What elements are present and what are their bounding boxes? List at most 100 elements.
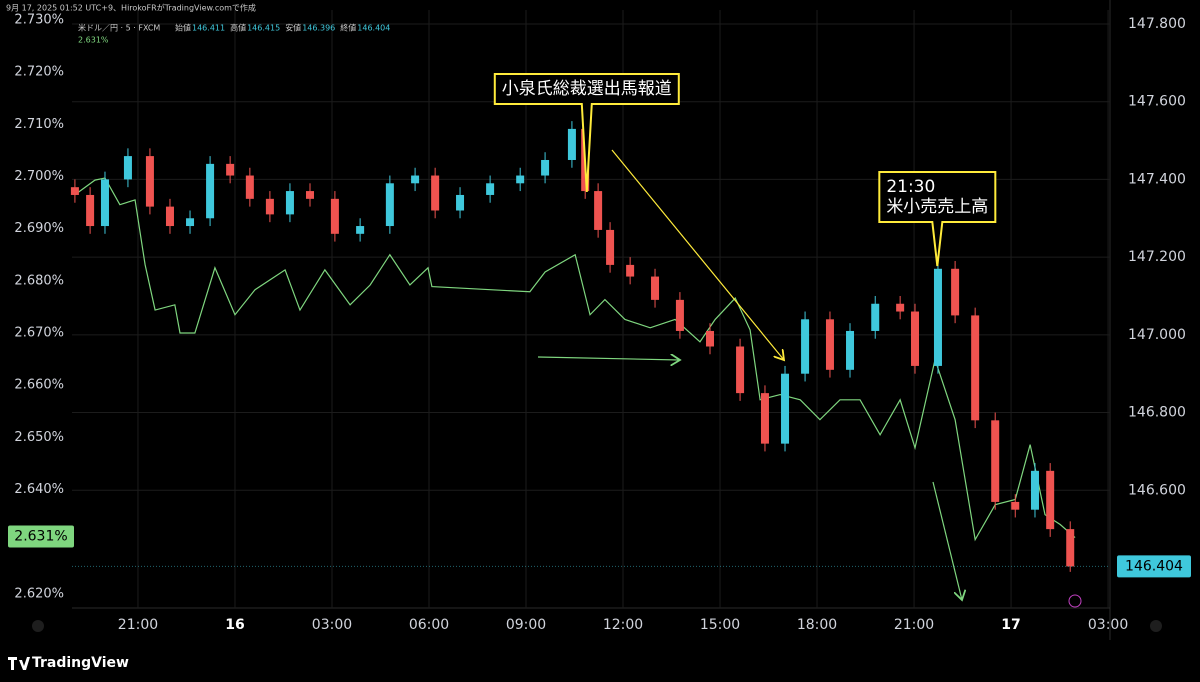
y-tick-label: 2.730%: [14, 12, 64, 27]
ohlc-label: 高値: [230, 23, 246, 33]
callout-text: 米小売売上高: [886, 197, 988, 217]
y2-tick-label: 146.600: [1128, 482, 1186, 498]
candle-body: [123, 156, 132, 180]
candle-body: [330, 198, 339, 234]
x-tick-label: 03:00: [1088, 617, 1128, 633]
button[interactable]: [32, 620, 44, 632]
ohlc-value: 146.411: [192, 24, 225, 33]
candle-body: [606, 229, 615, 265]
candle-body: [951, 268, 960, 316]
ohlc-value: 146.415: [247, 24, 280, 33]
x-tick-label: 21:00: [894, 617, 934, 633]
candle-body: [801, 319, 810, 374]
candle-body: [100, 179, 109, 227]
y-tick-label: 2.680%: [14, 273, 64, 288]
price-tag-label: 146.404: [1125, 558, 1183, 574]
candle-body: [933, 268, 942, 366]
y2-tick-label: 147.600: [1128, 94, 1186, 110]
x-tick-label: 15:00: [700, 617, 740, 633]
arrow: [537, 357, 680, 360]
candle-body: [165, 206, 174, 227]
candle-body: [825, 319, 834, 370]
ohlc-legend: 始値 146.411 高値 146.415 安値 146.396 終値 146.404: [175, 23, 390, 33]
x-tick-label: 16: [225, 617, 244, 633]
ohlc-value: 146.404: [357, 24, 390, 33]
logo: [8, 657, 30, 670]
yield-line: [74, 177, 1076, 542]
ohlc-label: 終値: [340, 23, 356, 33]
x-tick-label: 06:00: [409, 617, 449, 633]
button[interactable]: [1150, 620, 1162, 632]
candle-body: [1011, 501, 1020, 510]
plot: [70, 121, 1076, 572]
candle-body: [265, 198, 274, 215]
line-legend-value: 2.631%: [78, 36, 109, 45]
caption: 9月 17, 2025 01:52 UTC+9、HirokoFRがTrading…: [6, 3, 256, 13]
candle-body: [971, 315, 980, 421]
arrow: [611, 149, 784, 360]
brand: TradingView: [32, 655, 129, 671]
candle-body: [1066, 529, 1075, 567]
candle-body: [456, 194, 465, 211]
y2-tick-label: 146.800: [1128, 405, 1186, 421]
candle-body: [486, 183, 495, 195]
yield-tag: [8, 525, 74, 548]
candle-body: [781, 373, 790, 444]
candle-body: [1030, 470, 1039, 510]
candle-body: [70, 187, 79, 195]
candle-body: [626, 264, 635, 277]
candle-body: [226, 163, 235, 176]
candle-body: [541, 159, 550, 176]
y-tick-label: 2.720%: [14, 65, 64, 80]
callout-text: 21:30: [886, 177, 935, 197]
callout: 小泉氏総裁選出馬報道: [502, 79, 672, 99]
y-tick-label: 2.650%: [14, 430, 64, 445]
y2-tick-label: 147.400: [1128, 171, 1186, 187]
callout-text: 小泉氏総裁選出馬報道: [502, 79, 672, 99]
x-tick-label: 03:00: [312, 617, 352, 633]
candle-body: [385, 183, 394, 227]
y-tick-label: 2.660%: [14, 378, 64, 393]
candle-body: [411, 175, 420, 184]
x-tick-label: 17: [1001, 617, 1020, 633]
y2-tick-label: 147.200: [1128, 249, 1186, 265]
x-tick-label: 18:00: [797, 617, 837, 633]
candle-body: [705, 330, 714, 347]
candle-body: [911, 311, 920, 366]
yield-tag-label: 2.631%: [14, 529, 67, 545]
candle-body: [991, 420, 1000, 502]
candle-body: [896, 303, 905, 312]
candle-body: [145, 156, 154, 207]
ohlc-value: 146.396: [302, 24, 335, 33]
candle-body: [1046, 470, 1055, 530]
price-tag: [1117, 555, 1191, 578]
callout-box: [493, 73, 680, 193]
candle-body: [86, 194, 95, 227]
footer: [0, 645, 1200, 682]
y-tick-label: 2.710%: [14, 117, 64, 132]
candle-body: [516, 175, 525, 184]
candle-body: [567, 128, 576, 160]
candle-body: [431, 175, 440, 211]
symbol: 米ドル／円 · 5 · FXCM: [78, 23, 160, 33]
arrow: [932, 481, 962, 600]
candle-body: [675, 299, 684, 331]
icon: [1068, 594, 1082, 608]
candle-body: [245, 175, 254, 199]
candle-body: [186, 218, 195, 227]
candle-body: [736, 346, 745, 394]
y-tick-label: 2.690%: [14, 221, 64, 236]
y-tick-label: 2.640%: [14, 482, 64, 497]
candle-body: [594, 191, 603, 230]
ohlc-label: 始値: [175, 23, 191, 33]
candle-body: [356, 226, 365, 234]
y-tick-label: 2.700%: [14, 169, 64, 184]
y2-tick-label: 147.000: [1128, 327, 1186, 343]
x-tick-label: 12:00: [603, 617, 643, 633]
grid: [72, 10, 1110, 608]
y-tick-label: 2.670%: [14, 326, 64, 341]
candle-body: [871, 303, 880, 331]
y2-tick-label: 147.800: [1128, 16, 1186, 32]
